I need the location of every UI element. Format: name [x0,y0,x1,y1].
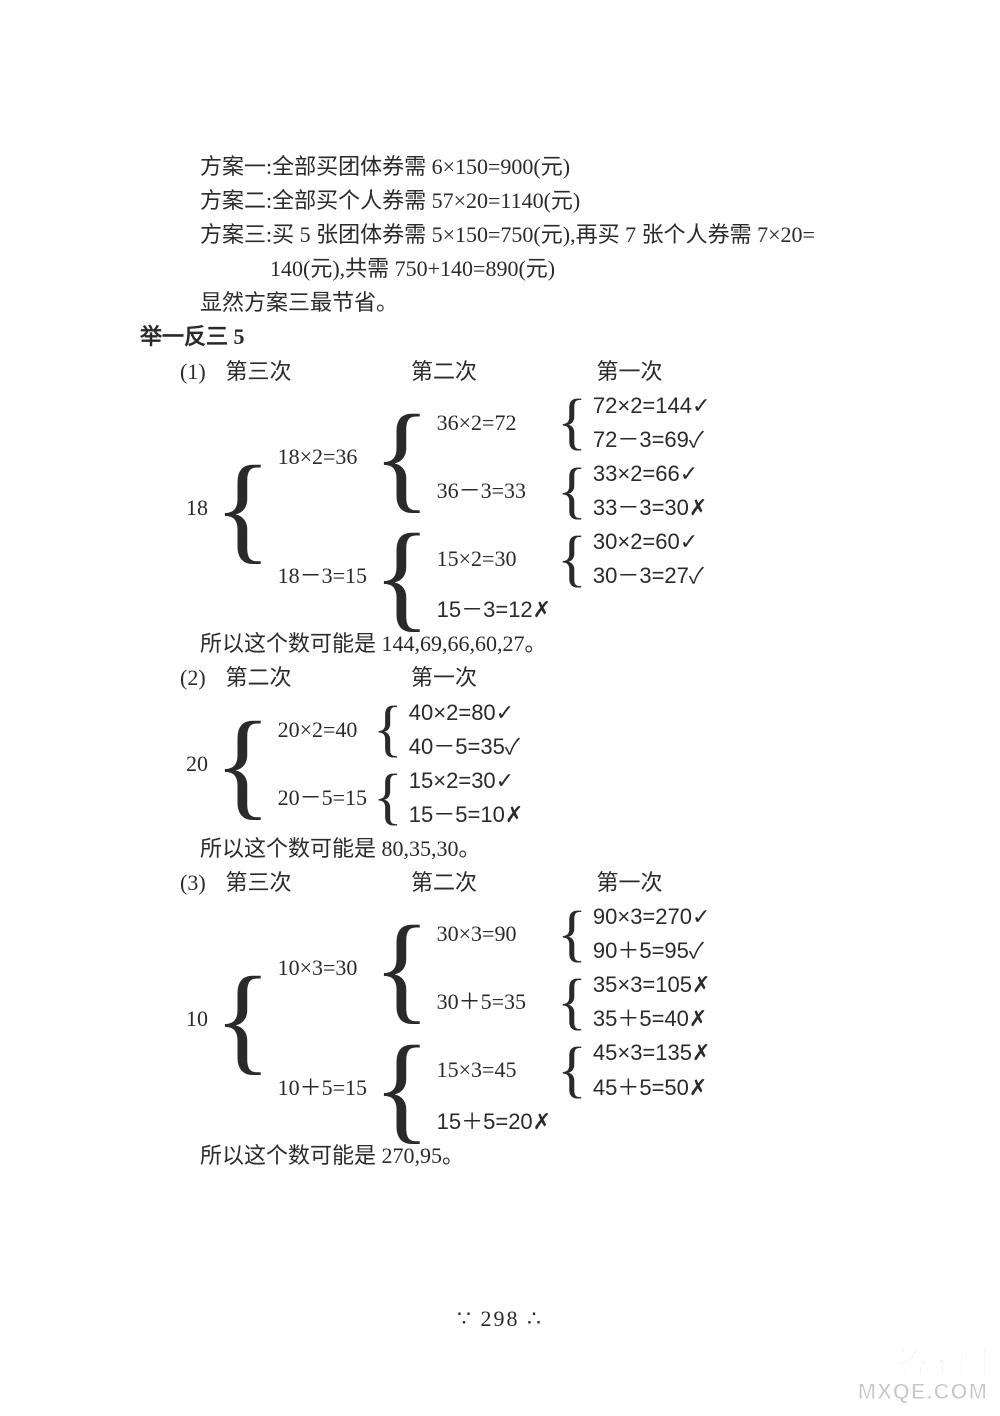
brace-icon: { [557,1036,587,1104]
p1-h2: 第二次 [411,355,591,389]
p1-h1: 第三次 [226,355,406,389]
p2-conclusion: 所以这个数可能是 80,35,30。 [140,832,900,866]
brace-icon: { [214,696,272,832]
p1-h3: 第一次 [597,355,757,389]
brace-icon: { [557,389,587,457]
p3-l3a2: 90＋5=95✓ [587,934,717,968]
p2-headers: (2) 第二次 第一次 [140,661,900,695]
p1-headers: (1) 第三次 第二次 第一次 [140,355,900,389]
plan2: 方案二:全部买个人券需 57×20=1140(元) [140,184,900,218]
brace-icon: { [557,525,587,593]
p3-headers: (3) 第三次 第二次 第一次 [140,866,900,900]
brace-icon: { [557,968,587,1036]
brace-icon: { [557,900,587,968]
p2-l2a1: 40×2=80✓ [403,696,529,730]
p3-l2d: 15＋5=20✗ [431,1105,557,1139]
p3-l3c1: 45×3=135✗ [587,1036,717,1070]
p3-h2: 第二次 [411,866,591,900]
p3-l2c: 15×3=45 [431,1036,557,1104]
p1-l1-top: 18×2=36 [272,389,373,525]
p2-tree: 20 { 20×2=40 { 40×2=80✓ 40－5=35✓ 20－5=15… [140,696,900,832]
watermark-l2: MXQE.COM [858,1380,988,1404]
p3-root: 10 [180,900,214,1139]
brace-icon: { [214,900,272,1139]
p3-h1: 第三次 [226,866,406,900]
p2-root: 20 [180,696,214,832]
brace-icon: { [373,1036,431,1138]
p3-h3: 第一次 [597,866,757,900]
p2-l1-bot: 20－5=15 [272,764,373,832]
brace-icon: { [373,764,403,832]
p1-l3b2: 33－3=30✗ [587,491,717,525]
brace-icon: { [373,696,403,764]
p3-l3c2: 45＋5=50✗ [587,1071,717,1105]
p1-l2a: 36×2=72 [431,389,557,457]
page: 方案一:全部买团体券需 6×150=900(元) 方案二:全部买个人券需 57×… [0,0,1000,1416]
p2-l2b1: 15×2=30✓ [403,764,529,798]
p1-l2c: 15×2=30 [431,525,557,593]
p1-l3b1: 33×2=66✓ [587,457,717,491]
p1-l3a1: 72×2=144✓ [587,389,717,423]
p3-l3b1: 35×3=105✗ [587,968,717,1002]
p3-l3a1: 90×3=270✓ [587,900,717,934]
brace-icon: { [557,457,587,525]
p1-tree: 18 { 18×2=36 { 36×2=72 { 72×2=144✓ 72－3=… [140,389,900,628]
p1-l1-bot: 18－3=15 [272,525,373,627]
plan3-line1: 方案三:买 5 张团体券需 5×150=750(元),再买 7 张个人券需 7×… [140,218,900,252]
p2-l1-top: 20×2=40 [272,696,373,764]
p2-l2b2: 15－5=10✗ [403,798,529,832]
watermark-l1: 答案圈 [858,1347,988,1380]
p3-conclusion: 所以这个数可能是 270,95。 [140,1139,900,1173]
p1-conclusion: 所以这个数可能是 144,69,66,60,27。 [140,627,900,661]
p3-label: (3) [180,866,220,900]
p1-root: 18 [180,389,214,628]
p3-l2b: 30＋5=35 [431,968,557,1036]
p2-h2: 第一次 [411,661,571,695]
p3-l2a: 30×3=90 [431,900,557,968]
p2-label: (2) [180,661,220,695]
p1-l2b: 36－3=33 [431,457,557,525]
p3-tree: 10 { 10×3=30 { 30×3=90 { 90×3=270✓ 90＋5=… [140,900,900,1139]
p1-l3c1: 30×2=60✓ [587,525,717,559]
p1-l3c2: 30－3=27✓ [587,559,717,593]
p3-l1-bot: 10＋5=15 [272,1036,373,1138]
brace-icon: { [373,525,431,627]
p3-l1-top: 10×3=30 [272,900,373,1036]
p2-h1: 第二次 [226,661,406,695]
p1-label: (1) [180,355,220,389]
p3-l3b2: 35＋5=40✗ [587,1002,717,1036]
watermark: 答案圈 MXQE.COM [858,1347,988,1404]
page-number: ∵ 298 ∴ [0,1302,1000,1336]
brace-icon: { [373,900,431,1036]
p1-l3a2: 72－3=69✓ [587,423,717,457]
brace-icon: { [214,389,272,628]
plan3-line2: 140(元),共需 750+140=890(元) [140,252,900,286]
p2-l2a2: 40－5=35✓ [403,730,529,764]
intro-conclusion: 显然方案三最节省。 [140,286,900,320]
plan1: 方案一:全部买团体券需 6×150=900(元) [140,150,900,184]
p1-l2d: 15－3=12✗ [431,593,557,627]
brace-icon: { [373,389,431,525]
section-title: 举一反三 5 [140,320,900,354]
